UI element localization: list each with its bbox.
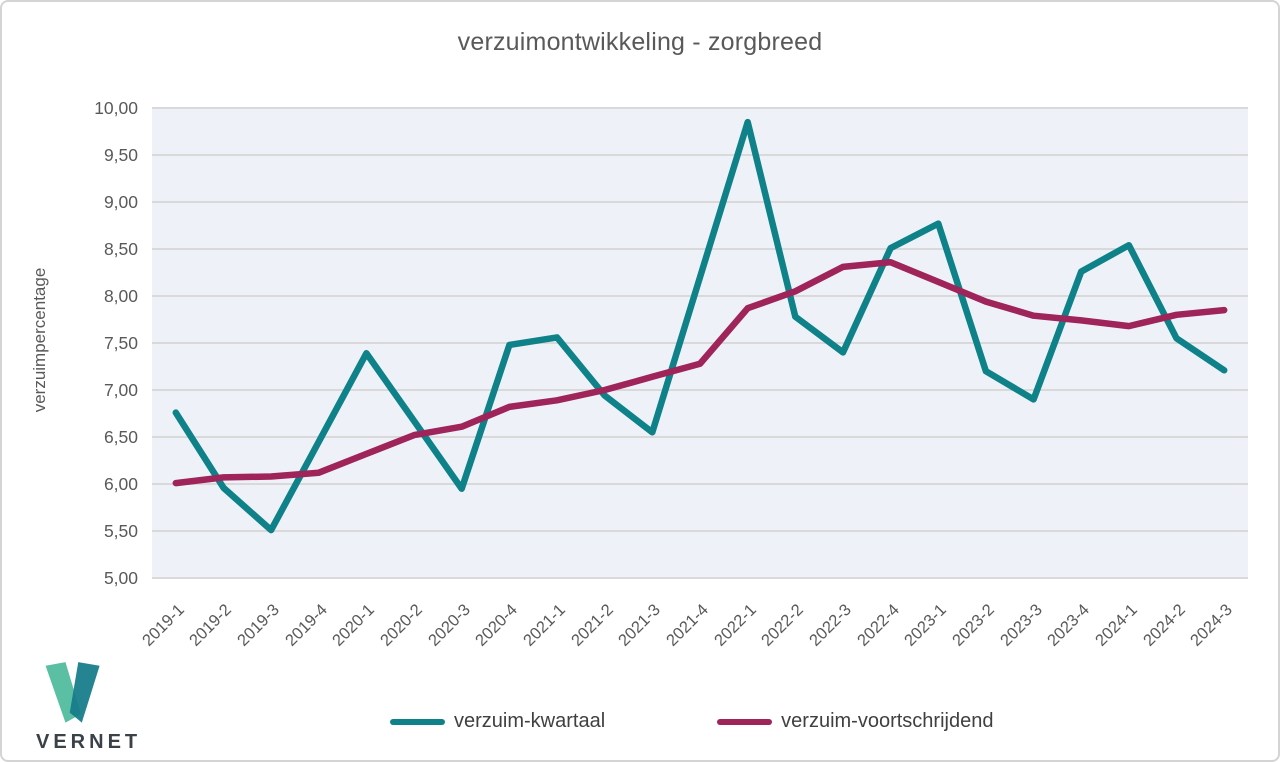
legend-swatch-kwartaal-icon [390, 718, 445, 725]
legend-label-kwartaal: verzuim-kwartaal [454, 710, 606, 732]
legend: verzuim-kwartaal verzuim-voortschrijdend [390, 710, 993, 733]
y-tick-label: 7,50 [103, 333, 138, 353]
y-tick-label: 9,50 [103, 145, 138, 165]
y-tick-label: 8,50 [103, 239, 138, 259]
y-tick-label: 5,00 [103, 568, 138, 588]
vernet-logo: VERNET [36, 660, 146, 754]
y-tick-label: 10,00 [94, 98, 138, 118]
y-tick-label: 8,00 [103, 286, 138, 306]
legend-label-voortschrijdend: verzuim-voortschrijdend [781, 710, 994, 732]
y-tick-label: 9,00 [103, 192, 138, 212]
y-tick-label: 6,00 [103, 474, 138, 494]
y-tick-label: 5,50 [103, 521, 138, 541]
y-tick-label: 6,50 [103, 427, 138, 447]
y-tick-label: 7,00 [103, 380, 138, 400]
series-line-verzuim-voortschrijdend [172, 258, 1228, 487]
series-line-verzuim-kwartaal [172, 118, 1228, 534]
vernet-v-icon [45, 662, 100, 723]
legend-swatch-voortschrijdend-icon [717, 718, 773, 725]
vernet-logo-text: VERNET [36, 731, 142, 753]
legend-item-kwartaal: verzuim-kwartaal [390, 710, 605, 733]
legend-item-voortschrijdend: verzuim-voortschrijdend [717, 710, 993, 733]
chart-title: verzuimontwikkeling - zorgbreed [457, 28, 823, 56]
